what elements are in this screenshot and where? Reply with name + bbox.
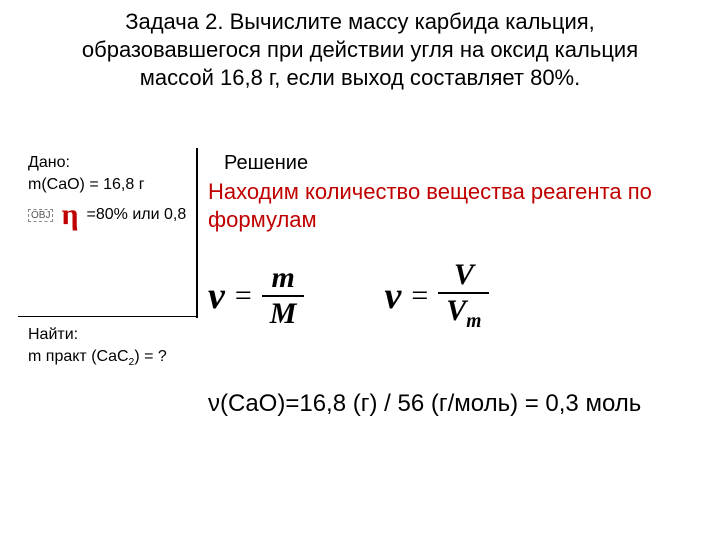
nu-symbol: ν — [208, 274, 225, 318]
given-block: Дано: m(CaO) = 16,8 г — [28, 152, 145, 195]
find-line: m практ (CaC2) = ? — [28, 346, 167, 370]
solution-red-text: Находим количество вещества реагента по … — [208, 178, 700, 234]
given-divider — [18, 316, 198, 317]
nu-symbol: ν — [384, 274, 401, 318]
find-block: Найти: m практ (CaC2) = ? — [28, 324, 167, 370]
formula-nu-m-M: ν = m M — [208, 261, 304, 331]
denominator-Vm: Vm — [438, 294, 489, 334]
problem-title: Задача 2. Вычислите массу карбида кальци… — [60, 8, 660, 92]
denominator-M: M — [262, 297, 305, 331]
fraction-m-over-M: m M — [262, 261, 305, 331]
solution-label: Решение — [224, 152, 308, 175]
eta-row: OBJ η =80% или 0,8 — [28, 198, 186, 232]
obj-placeholder-icon: OBJ — [28, 209, 53, 222]
vertical-divider — [196, 148, 198, 318]
formula-nu-V-Vm: ν = V Vm — [384, 258, 489, 334]
calculation-line: ν(CaO)=16,8 (г) / 56 (г/моль) = 0,3 моль — [208, 388, 680, 420]
find-label: Найти: — [28, 324, 167, 346]
fraction-V-over-Vm: V Vm — [438, 258, 489, 334]
equals-sign: = — [411, 279, 428, 313]
equals-sign: = — [235, 279, 252, 313]
numerator-V: V — [446, 258, 482, 292]
formulas-row: ν = m M ν = V Vm — [208, 258, 680, 334]
eta-symbol: η — [61, 198, 78, 232]
given-label: Дано: — [28, 152, 145, 174]
given-mass: m(CaO) = 16,8 г — [28, 174, 145, 196]
numerator-m: m — [263, 261, 302, 295]
eta-value: =80% или 0,8 — [87, 206, 187, 224]
